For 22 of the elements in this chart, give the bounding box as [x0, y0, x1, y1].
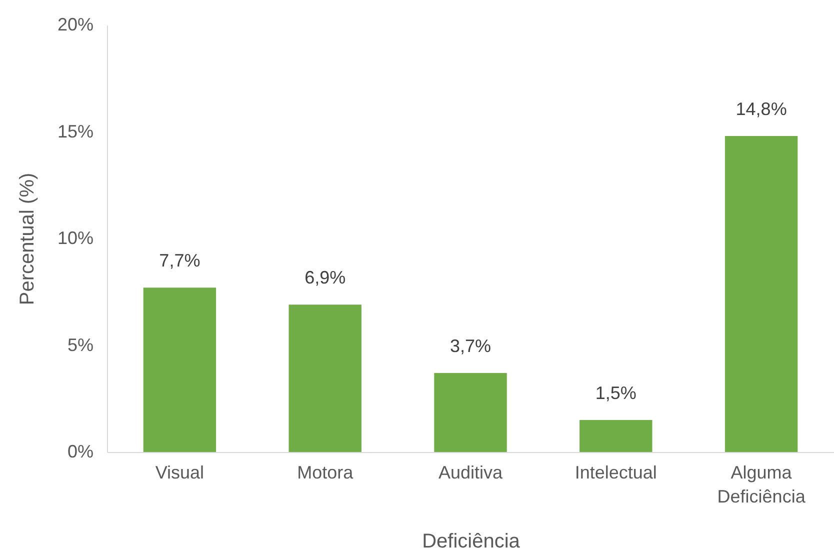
- bar: [288, 304, 362, 452]
- data-label: 6,9%: [304, 268, 346, 288]
- y-tick-label: 20%: [57, 14, 94, 34]
- x-tick-label: Visual: [155, 462, 204, 482]
- bar: [143, 288, 216, 452]
- data-label: 1,5%: [595, 382, 636, 403]
- data-label: 7,7%: [159, 250, 200, 271]
- y-tick-label: 15%: [57, 121, 94, 142]
- bar: [580, 420, 652, 452]
- x-axis-title: Deficiência: [422, 530, 521, 552]
- bar: [724, 136, 798, 452]
- y-tick-label: 10%: [57, 228, 94, 248]
- data-label: 14,8%: [736, 99, 787, 120]
- bar: [434, 373, 507, 452]
- data-label: 3,7%: [450, 336, 492, 356]
- y-axis-title: Percentual (%): [16, 172, 38, 306]
- y-tick-label: 0%: [67, 442, 94, 462]
- y-tick-label: 5%: [67, 334, 94, 355]
- x-tick-label: Intelectual: [574, 462, 657, 482]
- x-tick-label: Auditiva: [438, 462, 504, 482]
- x-tick-label: Alguma Deficiência: [717, 462, 806, 506]
- x-tick-label: Motora: [297, 462, 354, 482]
